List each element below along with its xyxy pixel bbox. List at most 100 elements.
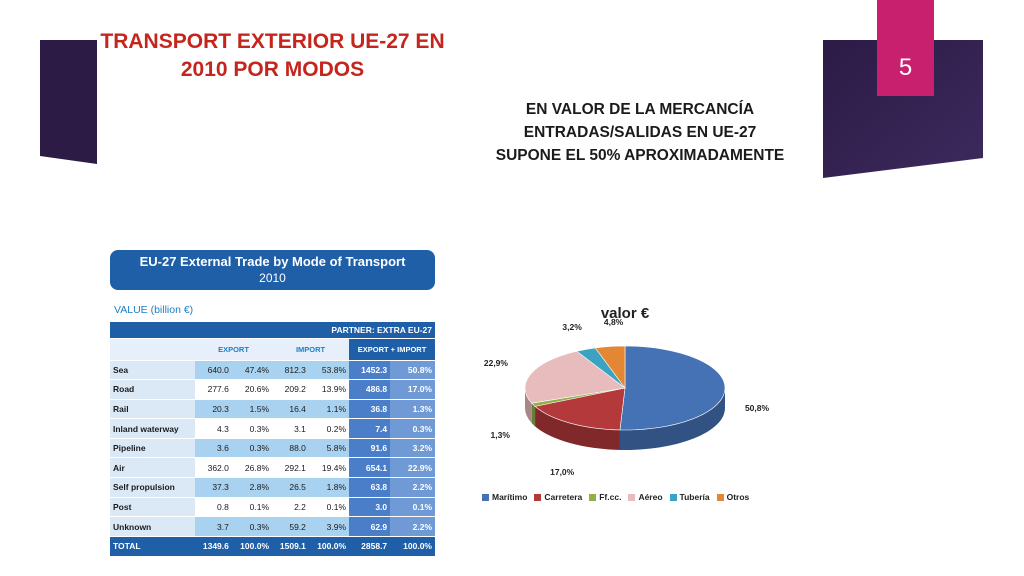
table-cell-mode: Air	[110, 457, 195, 479]
pie-slice-side-carretera	[535, 406, 620, 450]
legend-item: Carretera	[534, 492, 582, 502]
table-cell-total: 654.1	[349, 457, 391, 479]
pie-label-carretera: 17,0%	[550, 467, 575, 478]
pie-label-martimo: 50,8%	[744, 403, 770, 414]
table-cell-total-pct: 2.2%	[390, 477, 435, 498]
table-cell-total-pct: 100.0%	[390, 536, 435, 557]
table-header-total: EXPORT + IMPORT	[349, 338, 435, 361]
legend-swatch	[716, 493, 724, 501]
table-row: Road 277.6 20.6% 209.2 13.9% 486.8 17.0%	[110, 379, 435, 400]
table-cell-export: 640.0	[195, 360, 232, 381]
table-cell-mode: Rail	[110, 399, 195, 420]
pie-slice-side-ffcc	[531, 403, 536, 427]
pie-slice-side-areo	[525, 388, 532, 424]
table-cell-total: 3.0	[349, 497, 391, 518]
subtitle-line-1: EN VALOR DE LA MERCANCÍA	[525, 101, 755, 118]
legend-label: Marítimo	[492, 492, 528, 502]
table-cell-import: 812.3	[272, 360, 309, 381]
table-cell-export-pct: 26.8%	[231, 457, 273, 479]
slide-subtitle: EN VALOR DE LA MERCANCÍA ENTRADAS/SALIDA…	[460, 98, 820, 167]
decorative-band-right	[823, 40, 983, 178]
table-cell-import: 292.1	[272, 457, 309, 479]
table-cell-export-pct: 1.5%	[231, 399, 273, 420]
table-row: Self propulsion 37.3 2.8% 26.5 1.8% 63.8 2.2%	[110, 477, 435, 498]
pie-slice-areo	[524, 350, 626, 404]
legend-swatch	[482, 493, 489, 501]
table-cell-export-pct: 0.1%	[231, 497, 273, 518]
pie-label-otros: 4,8%	[603, 316, 624, 327]
table-partner-label: PARTNER: EXTRA EU-27	[110, 322, 435, 339]
table-cell-total-pct: 3.2%	[390, 438, 435, 459]
legend-label: Aéreo	[638, 492, 663, 502]
table-cell-mode: Sea	[110, 360, 195, 381]
table-cell-export: 4.3	[195, 418, 232, 439]
table-cell-export-pct: 100.0%	[231, 536, 273, 557]
table-cell-export-pct: 2.8%	[231, 477, 273, 498]
table-cell-total-pct: 0.1%	[390, 497, 435, 518]
table-cell-total: 1452.3	[349, 360, 391, 381]
table-cell-import-pct: 53.8%	[308, 360, 350, 381]
legend-item: Otros	[716, 492, 750, 502]
table-cell-import: 209.2	[272, 379, 309, 400]
table-cell-import-pct: 0.1%	[308, 497, 350, 518]
legend-item: Ff.cc.	[589, 492, 621, 502]
table-cell-import-pct: 1.1%	[308, 399, 350, 420]
table-header-import: IMPORT	[272, 338, 350, 361]
table-cell-import: 3.1	[272, 418, 309, 439]
pie-slice-otros	[594, 345, 626, 389]
table-year: 2010	[259, 271, 286, 285]
table-cell-mode: Self propulsion	[110, 477, 195, 498]
table-cell-total: 36.8	[349, 399, 391, 420]
table-header-blank	[110, 338, 195, 361]
table-cell-import: 88.0	[272, 438, 309, 459]
table-cell-total-pct: 2.2%	[390, 516, 435, 537]
table-cell-export-pct: 0.3%	[231, 438, 273, 459]
table-cell-export-pct: 0.3%	[231, 418, 273, 439]
table-partner-row: PARTNER: EXTRA EU-27	[110, 322, 435, 339]
table-cell-mode: TOTAL	[110, 536, 195, 557]
slide-title: TRANSPORT EXTERIOR UE-27 EN 2010 POR MOD…	[100, 28, 445, 84]
legend-label: Ff.cc.	[599, 492, 622, 502]
table-cell-total-pct: 17.0%	[390, 379, 435, 400]
chart-legend: Marítimo Carretera Ff.cc. Aéreo Tubería Otros	[482, 492, 749, 502]
legend-swatch	[628, 493, 636, 501]
table-cell-import: 26.5	[272, 477, 309, 498]
table-total-row: TOTAL 1349.6 100.0% 1509.1 100.0% 2858.7 100.0…	[110, 536, 435, 557]
table-cell-total-pct: 1.3%	[390, 399, 435, 420]
chart-title: valor €	[600, 305, 650, 322]
table-cell-total: 486.8	[349, 379, 391, 400]
legend-label: Carretera	[544, 492, 583, 502]
table-header-row: EXPORT IMPORT EXPORT + IMPORT	[110, 338, 435, 361]
table-row: Pipeline 3.6 0.3% 88.0 5.8% 91.6 3.2%	[110, 438, 435, 459]
pie-label-ffcc: 1,3%	[490, 429, 510, 440]
table-value-label: VALUE (billion €)	[114, 304, 194, 316]
table-cell-import-pct: 0.2%	[308, 418, 350, 439]
table-cell-total-pct: 50.8%	[390, 360, 435, 381]
table-cell-total: 91.6	[349, 438, 391, 459]
table-row: Sea 640.0 47.4% 812.3 53.8% 1452.3 50.8%	[110, 360, 435, 381]
subtitle-line-2: ENTRADAS/SALIDAS EN UE-27	[523, 124, 757, 141]
legend-swatch	[589, 493, 597, 501]
table-cell-total-pct: 0.3%	[390, 418, 435, 439]
table-cell-import: 2.2	[272, 497, 309, 518]
slide-title-line-2: 2010 POR MODOS	[180, 58, 365, 81]
decorative-band-left	[40, 40, 97, 164]
table-cell-import: 59.2	[272, 516, 309, 537]
pie-label-areo: 22,9%	[483, 357, 508, 368]
table-cell-import: 16.4	[272, 399, 309, 420]
table-cell-export: 277.6	[195, 379, 232, 400]
pie-slice-martimo	[619, 345, 726, 431]
table-cell-export-pct: 0.3%	[231, 516, 273, 537]
legend-item: Marítimo	[482, 492, 527, 502]
table-banner: EU-27 External Trade by Mode of Transpor…	[110, 250, 435, 290]
pie-chart	[524, 345, 726, 450]
table-cell-export-pct: 47.4%	[231, 360, 273, 381]
table-cell-mode: Inland waterway	[110, 418, 195, 439]
table-cell-export: 3.7	[195, 516, 232, 537]
table-cell-export: 3.6	[195, 438, 232, 459]
legend-label: Tubería	[679, 492, 710, 502]
table-cell-total: 2858.7	[349, 536, 391, 557]
table-cell-total: 62.9	[349, 516, 391, 537]
table-row: Rail 20.3 1.5% 16.4 1.1% 36.8 1.3%	[110, 399, 435, 420]
legend-label: Otros	[726, 492, 750, 502]
